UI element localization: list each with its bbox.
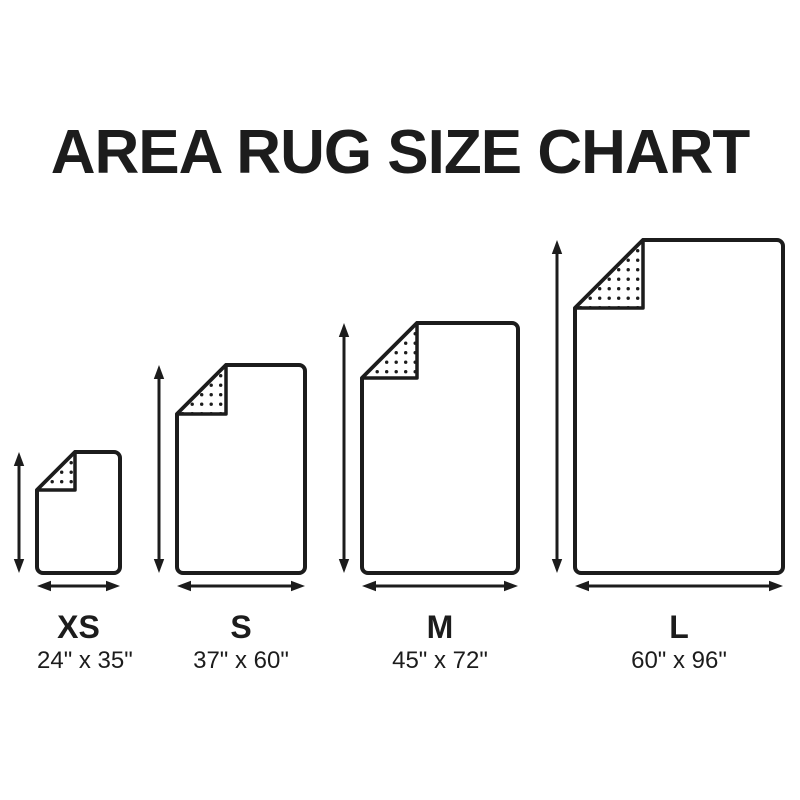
rug-group-l: L 60" x 96"	[548, 237, 787, 674]
rug-dimensions: 24" x 35"	[37, 647, 133, 674]
folded-corner-icon	[35, 450, 77, 492]
rug-diagram-svg	[551, 238, 785, 592]
width-arrow	[362, 580, 518, 592]
rug-dimensions: 60" x 96"	[631, 647, 727, 674]
rug-group-xs: XS 24" x 35"	[10, 449, 133, 674]
width-arrow	[37, 580, 120, 592]
rug-dimensions: 37" x 60"	[193, 647, 289, 674]
rug-size-name: L	[669, 609, 689, 645]
rug-size-name: S	[230, 609, 252, 645]
rug-diagram-l	[548, 237, 787, 594]
rug-group-s: S 37" x 60"	[150, 362, 309, 674]
rug-diagram-m	[335, 320, 522, 594]
rug-dimensions: 45" x 72"	[392, 647, 488, 674]
rug-diagram-xs	[10, 449, 124, 594]
rug-labels-l: L 60" x 96"	[575, 610, 783, 674]
width-arrow	[575, 580, 783, 592]
rug-group-m: M 45" x 72"	[335, 320, 522, 674]
rug-labels-s: S 37" x 60"	[177, 610, 305, 674]
height-arrow	[338, 323, 350, 573]
height-arrow	[153, 365, 165, 573]
rug-diagram-svg	[338, 321, 520, 592]
rug-shape	[360, 321, 520, 575]
rug-shape	[35, 450, 122, 575]
page-title: AREA RUG SIZE CHART	[50, 118, 751, 187]
height-arrow	[551, 240, 563, 573]
rug-diagram-s	[150, 362, 309, 594]
rug-labels-xs: XS 24" x 35"	[37, 609, 133, 674]
rug-size-name: M	[426, 609, 454, 645]
height-arrow	[13, 452, 25, 573]
rug-diagram-svg	[153, 363, 307, 592]
rug-shape	[573, 238, 785, 575]
width-arrow	[177, 580, 305, 592]
rug-shape	[175, 363, 307, 575]
folded-corner-icon	[360, 321, 419, 380]
folded-corner-icon	[573, 238, 645, 310]
folded-corner-icon	[175, 363, 228, 416]
rug-diagram-svg	[13, 450, 122, 592]
rug-size-name: XS	[57, 609, 100, 645]
rug-labels-m: M 45" x 72"	[362, 610, 518, 674]
